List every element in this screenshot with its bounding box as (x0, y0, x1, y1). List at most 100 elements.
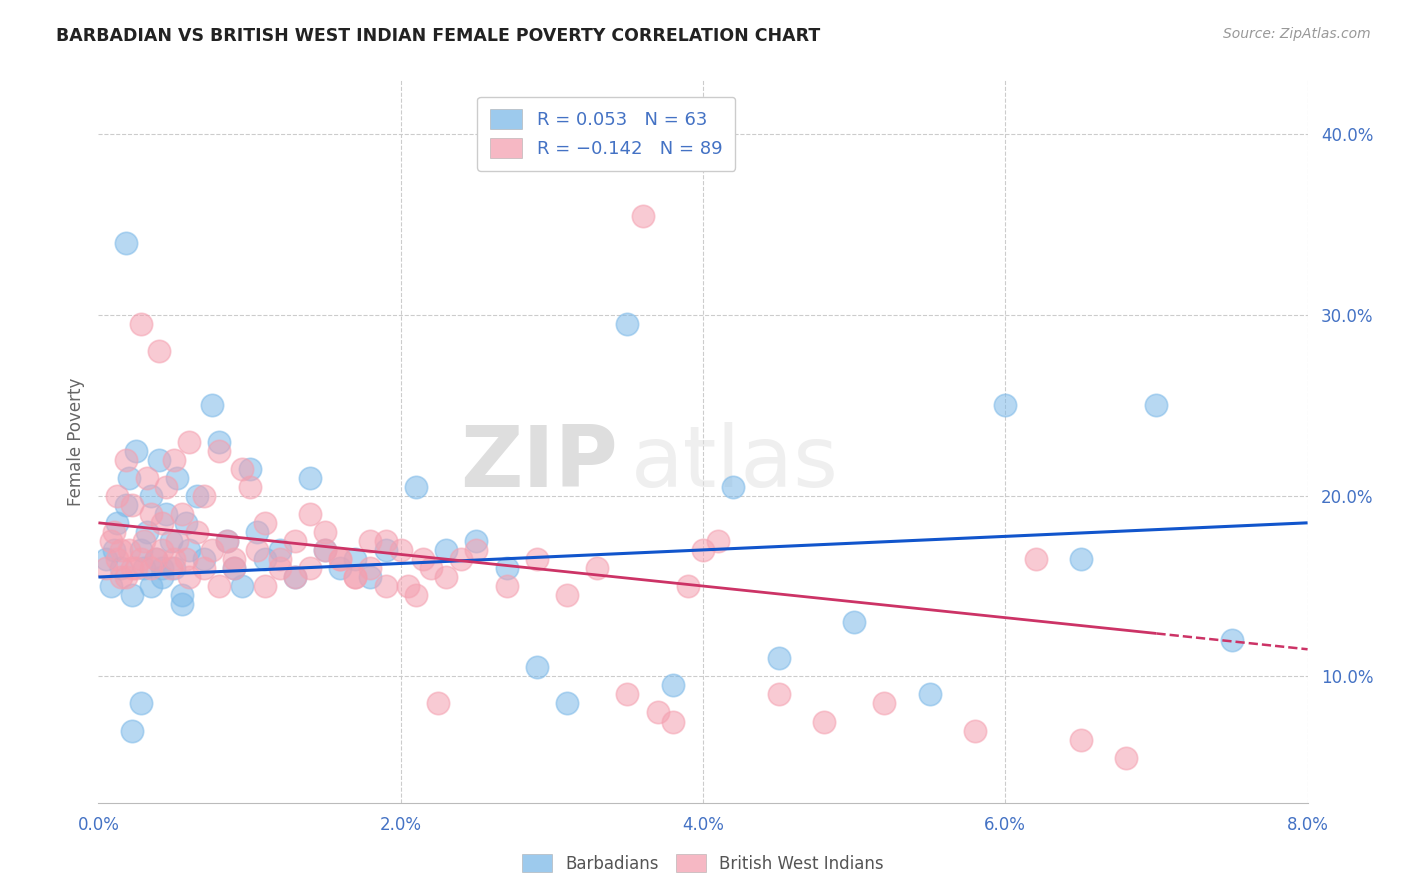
Point (412, 552, 434, 566)
Text: BARBADIAN VS BRITISH WEST INDIAN FEMALE POVERTY CORRELATION CHART: BARBADIAN VS BRITISH WEST INDIAN FEMALE … (56, 27, 821, 45)
Point (141, 507, 163, 521)
Point (208, 579, 231, 593)
Y-axis label: Female Poverty: Female Poverty (66, 377, 84, 506)
Point (813, 714, 835, 729)
Point (239, 461, 262, 475)
Point (150, 561, 173, 575)
Point (1070, 732, 1092, 747)
Point (132, 561, 155, 575)
Point (129, 317, 152, 331)
Point (163, 561, 186, 575)
Point (965, 723, 987, 738)
Point (208, 434, 231, 449)
Point (427, 697, 450, 711)
Point (215, 533, 238, 548)
Point (360, 561, 382, 575)
Point (141, 561, 163, 575)
Point (148, 344, 170, 359)
Point (918, 687, 941, 701)
Point (145, 552, 167, 566)
Point (121, 498, 143, 512)
Point (231, 579, 253, 593)
Point (284, 570, 307, 584)
Point (224, 561, 246, 575)
Point (110, 542, 132, 557)
Point (201, 542, 224, 557)
Point (150, 570, 173, 584)
Point (526, 660, 548, 674)
Point (246, 524, 269, 539)
Point (114, 498, 136, 512)
Point (284, 570, 307, 584)
Point (118, 542, 141, 557)
Point (434, 542, 457, 557)
Point (329, 552, 352, 566)
Point (114, 452, 136, 467)
Point (661, 678, 683, 692)
Point (661, 714, 683, 729)
Text: Source: ZipAtlas.com: Source: ZipAtlas.com (1223, 27, 1371, 41)
Point (114, 570, 136, 584)
Point (253, 579, 276, 593)
Point (1070, 552, 1092, 566)
Point (135, 524, 157, 539)
Point (344, 570, 367, 584)
Point (269, 561, 291, 575)
Point (465, 533, 488, 548)
Point (299, 471, 322, 485)
Point (246, 542, 269, 557)
Point (166, 533, 188, 548)
Point (174, 516, 197, 530)
Point (329, 561, 352, 575)
Point (360, 570, 382, 584)
Point (239, 480, 262, 494)
Point (284, 533, 307, 548)
Point (160, 533, 183, 548)
Point (676, 579, 699, 593)
Point (103, 524, 125, 539)
Point (179, 570, 201, 584)
Legend: R = 0.053   N = 63, R = −0.142   N = 89: R = 0.053 N = 63, R = −0.142 N = 89 (478, 96, 735, 170)
Point (201, 398, 224, 412)
Point (994, 398, 1017, 412)
Point (103, 542, 125, 557)
Point (148, 452, 170, 467)
Point (186, 489, 208, 503)
Point (179, 434, 201, 449)
Point (193, 489, 215, 503)
Point (269, 542, 291, 557)
Point (405, 588, 427, 602)
Point (1115, 750, 1137, 764)
Point (129, 542, 152, 557)
Point (118, 471, 141, 485)
Point (208, 443, 231, 458)
Point (186, 524, 208, 539)
Point (121, 723, 143, 738)
Point (163, 552, 186, 566)
Point (374, 542, 396, 557)
Point (344, 552, 367, 566)
Point (145, 552, 167, 566)
Point (105, 489, 128, 503)
Point (692, 542, 714, 557)
Point (344, 570, 367, 584)
Point (314, 542, 336, 557)
Point (1024, 552, 1046, 566)
Point (253, 516, 276, 530)
Point (299, 561, 322, 575)
Point (179, 542, 201, 557)
Point (121, 588, 143, 602)
Point (174, 552, 197, 566)
Point (299, 507, 322, 521)
Point (269, 552, 291, 566)
Point (405, 480, 427, 494)
Point (155, 480, 177, 494)
Point (100, 579, 122, 593)
Point (616, 687, 638, 701)
Point (465, 542, 488, 557)
Point (105, 516, 128, 530)
Point (193, 552, 215, 566)
Point (253, 552, 276, 566)
Point (132, 533, 155, 548)
Point (844, 615, 866, 630)
